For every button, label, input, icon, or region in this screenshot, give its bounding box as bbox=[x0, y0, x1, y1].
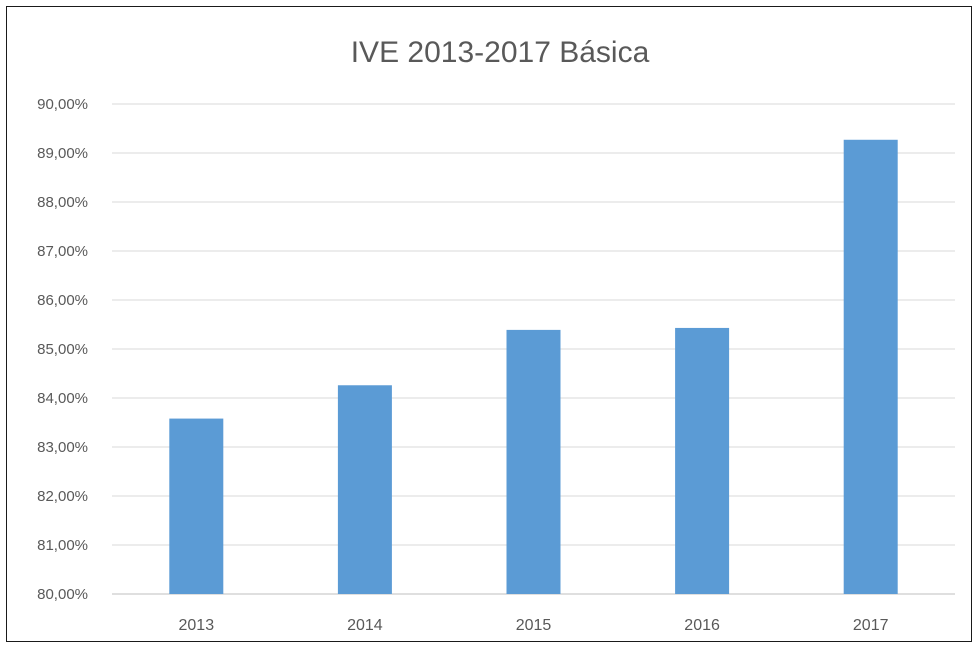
y-tick-label: 86,00% bbox=[37, 292, 88, 309]
x-tick-label: 2016 bbox=[684, 617, 720, 634]
chart-frame bbox=[6, 6, 972, 642]
y-tick-label: 85,00% bbox=[37, 341, 88, 358]
x-tick-label: 2017 bbox=[853, 617, 889, 634]
x-tick-label: 2015 bbox=[516, 617, 552, 634]
x-tick-label: 2013 bbox=[179, 617, 215, 634]
bar-2016 bbox=[675, 327, 730, 594]
y-tick-label: 87,00% bbox=[37, 243, 88, 260]
gridlines bbox=[112, 103, 955, 595]
bar-2013 bbox=[169, 418, 224, 594]
y-tick-label: 81,00% bbox=[37, 537, 88, 554]
y-tick-label: 84,00% bbox=[37, 390, 88, 407]
y-tick-label: 88,00% bbox=[37, 194, 88, 211]
y-tick-label: 89,00% bbox=[37, 145, 88, 162]
y-tick-label: 80,00% bbox=[37, 586, 88, 603]
bar-2014 bbox=[337, 385, 392, 594]
chart-title: IVE 2013-2017 Básica bbox=[351, 36, 650, 69]
y-tick-label: 82,00% bbox=[37, 488, 88, 505]
bars bbox=[169, 139, 898, 594]
y-tick-label: 90,00% bbox=[37, 96, 88, 113]
bar-2017 bbox=[843, 139, 898, 594]
y-tick-label: 83,00% bbox=[37, 439, 88, 456]
bar-2015 bbox=[506, 329, 561, 594]
y-axis-ticks: 80,00% 81,00% 82,00% 83,00% 84,00% 85,00% 86,0… bbox=[37, 96, 88, 603]
x-axis-ticks: 2013 2014 2015 2016 2017 bbox=[179, 617, 889, 634]
x-tick-label: 2014 bbox=[347, 617, 383, 634]
